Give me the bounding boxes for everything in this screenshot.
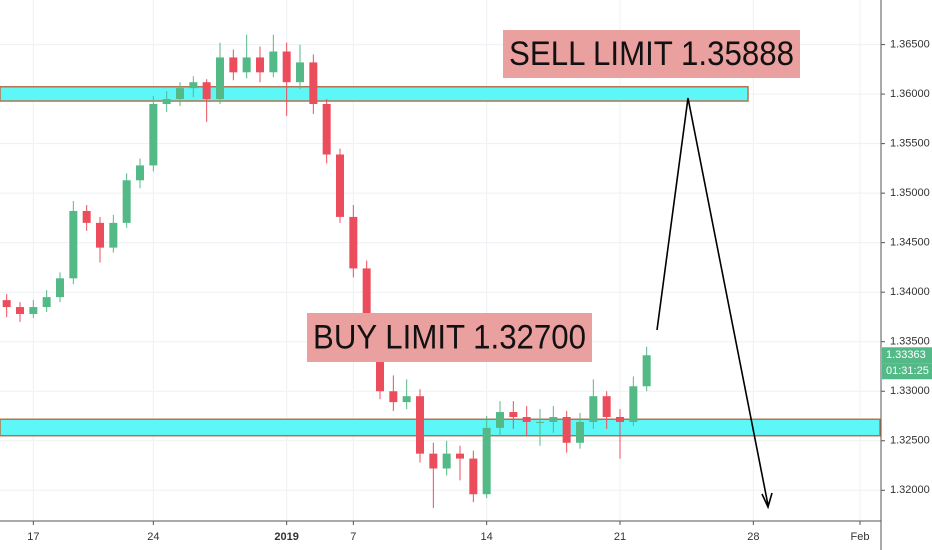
y-tick-label: 1.34000: [890, 286, 930, 298]
candle-body: [109, 222, 118, 248]
last-price-tag: [882, 347, 932, 364]
annotation-box: [503, 30, 800, 78]
y-tick-label: 1.35000: [890, 187, 930, 199]
x-tick-label: 24: [147, 531, 159, 543]
candle-body: [602, 396, 611, 417]
y-tick-label: 1.32000: [890, 484, 930, 496]
candle-body: [629, 386, 638, 422]
candle-body: [216, 57, 224, 100]
candle-body: [296, 62, 304, 83]
countdown-tag: [882, 363, 932, 380]
candle-body: [42, 297, 51, 308]
candle-body: [482, 427, 491, 495]
candle-body: [456, 453, 464, 459]
candle-body: [509, 412, 518, 417]
candle-body: [82, 210, 91, 223]
y-tick-label: 1.35500: [890, 138, 930, 150]
candle-body: [69, 210, 78, 279]
candle-body: [162, 99, 171, 104]
x-tick-label: 21: [614, 531, 626, 543]
candle-body: [176, 88, 184, 100]
candle-body: [269, 51, 278, 73]
candle-body: [416, 396, 424, 454]
candle-body: [562, 416, 571, 443]
candle-body: [349, 216, 358, 269]
annotation-label: SELL LIMIT 1.35888: [509, 35, 794, 73]
candle-body: [429, 453, 438, 469]
projection-path: [656, 97, 769, 506]
candle-body: [309, 62, 318, 104]
x-tick-label: 14: [481, 531, 493, 543]
x-tick-label: Feb: [851, 531, 870, 543]
candle-body: [362, 268, 371, 330]
candle-body: [282, 51, 291, 83]
x-tick-label: 17: [27, 531, 39, 543]
candle-body: [616, 416, 624, 422]
candle-body: [336, 154, 344, 217]
candle-body: [576, 421, 584, 443]
candle-body: [16, 307, 24, 314]
candle-body: [522, 416, 531, 422]
candle-body: [136, 165, 144, 181]
candle-body: [96, 222, 104, 248]
candle-body: [322, 104, 331, 155]
candle-body: [469, 458, 478, 495]
candle-body: [389, 391, 398, 403]
y-tick-label: 1.36000: [890, 88, 930, 100]
candle-body: [56, 278, 64, 298]
candle-body: [2, 300, 11, 308]
x-tick-label: 7: [350, 531, 356, 543]
candle-body: [589, 396, 598, 422]
x-tick-label: 2019: [274, 531, 298, 543]
candle-body: [202, 82, 211, 100]
candle-body: [496, 412, 504, 428]
y-tick-label: 1.34500: [890, 237, 930, 249]
y-tick-label: 1.32500: [890, 435, 930, 447]
candle-body: [549, 416, 558, 422]
annotation-label: BUY LIMIT 1.32700: [313, 318, 586, 356]
candle-body: [256, 57, 264, 73]
candle-body: [442, 453, 451, 469]
annotation-box: [307, 313, 592, 362]
candle-body: [149, 104, 158, 166]
candle-body: [189, 82, 198, 89]
y-tick-label: 1.36500: [890, 38, 930, 50]
price-zone: [0, 86, 749, 102]
candle-body: [242, 57, 251, 73]
candle-body: [642, 355, 651, 387]
arrow-head: [761, 492, 773, 510]
price-zone: [0, 418, 881, 437]
candle-body: [536, 421, 544, 423]
x-tick-label: 28: [747, 531, 759, 543]
candle-body: [402, 396, 411, 403]
y-tick-label: 1.33000: [890, 385, 930, 397]
last-price-label: 1.33363: [886, 349, 926, 361]
y-tick-label: 1.33500: [890, 336, 930, 348]
candle-body: [229, 57, 238, 73]
countdown-label: 01:31:25: [886, 365, 929, 377]
candle-body: [29, 307, 38, 314]
candle-body: [122, 180, 131, 223]
